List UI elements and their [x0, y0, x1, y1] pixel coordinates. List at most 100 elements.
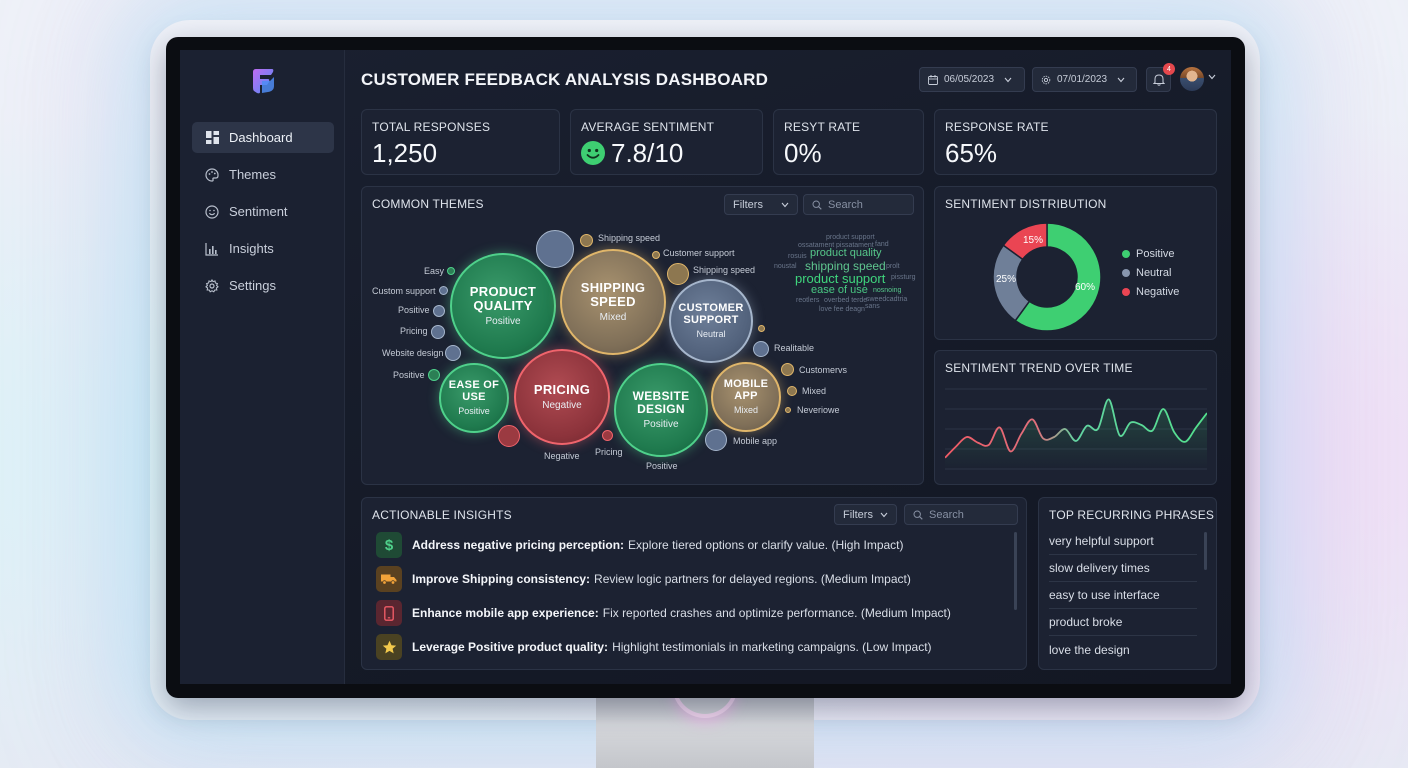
bubble-sentiment: Positive [643, 418, 679, 430]
theme-label: Customervs [799, 365, 848, 375]
word-cloud-term: sweedcadtria [866, 296, 908, 303]
insight-text: Review logic partners for delayed region… [594, 572, 911, 586]
gear-icon [1041, 75, 1051, 84]
themes-search-input[interactable]: Search [803, 194, 914, 215]
phrases-scrollbar[interactable] [1204, 532, 1207, 570]
panel-title: ACTIONABLE INSIGHTS [372, 508, 512, 522]
trend-area [945, 399, 1207, 469]
filters-label: Filters [733, 198, 763, 211]
page-title: CUSTOMER FEEDBACK ANALYSIS DASHBOARD [361, 70, 769, 89]
theme-dot[interactable] [498, 425, 520, 447]
chevron-down-icon [1004, 77, 1012, 82]
insight-text: Highlight testimonials in marketing camp… [612, 640, 932, 654]
sentiment-donut-chart [992, 222, 1102, 332]
bubble-title: SHIPPING [580, 279, 646, 295]
word-cloud-term: shipping speed [805, 259, 886, 273]
bubble-sentiment: Neutral [696, 329, 726, 340]
theme-label: Positive [393, 370, 425, 380]
insight-text: Explore tiered options or clarify value.… [628, 538, 904, 552]
filters-label: Filters [843, 508, 873, 521]
bubble-title: EASE OF [448, 378, 500, 391]
bubble-title: DESIGN [637, 402, 685, 416]
theme-bubble-customer-support[interactable]: CUSTOMER SUPPORT Neutral [669, 279, 753, 363]
theme-bubble-shipping-speed[interactable]: SHIPPING SPEED Mixed [560, 249, 666, 355]
theme-label: Custom support [372, 286, 436, 296]
insight-row[interactable]: $ Address negative pricing perception: Ex… [376, 532, 904, 558]
insight-row[interactable]: Leverage Positive product quality: Highli… [376, 634, 932, 660]
theme-dot[interactable] [439, 286, 448, 295]
theme-dot[interactable] [652, 251, 660, 259]
legend-item-neutral: Neutral [1122, 267, 1171, 279]
theme-bubble-product-quality[interactable]: PRODUCT QUALITY Positive [450, 253, 556, 359]
common-themes-panel: COMMON THEMES Filters Search PRODUCT QUA… [361, 186, 924, 485]
sidebar-item-insights[interactable]: Insights [192, 233, 334, 264]
theme-dot[interactable] [785, 407, 791, 413]
theme-dot[interactable] [705, 429, 727, 451]
theme-bubble-ease-of-use[interactable]: EASE OF USE Positive [439, 363, 509, 433]
dollar-icon: $ [376, 532, 402, 558]
insights-search-input[interactable]: Search [904, 504, 1018, 525]
insights-filters-dropdown[interactable]: Filters [834, 504, 897, 525]
avatar[interactable] [1180, 67, 1204, 91]
insight-row[interactable]: Improve Shipping consistency: Review logi… [376, 566, 911, 592]
sidebar-item-themes[interactable]: Themes [192, 159, 334, 190]
app-logo-icon[interactable] [248, 66, 278, 96]
donut-slice-negative[interactable] [1002, 222, 1048, 261]
phrase-item[interactable]: product broke [1049, 609, 1197, 636]
theme-dot[interactable] [433, 305, 445, 317]
theme-dot[interactable] [428, 369, 440, 381]
insights-scrollbar[interactable] [1014, 532, 1017, 610]
theme-dot[interactable] [447, 267, 455, 275]
sentiment-distribution-panel: SENTIMENT DISTRIBUTION 15% 25% 60% Posit… [934, 186, 1217, 340]
trend-line[interactable] [945, 398, 1207, 459]
theme-dot[interactable] [431, 325, 445, 339]
donut-label-neutral: 25% [996, 274, 1017, 285]
smiley-icon [581, 141, 605, 165]
donut-slice-positive[interactable] [1014, 222, 1102, 332]
phrase-item[interactable]: love the design [1049, 642, 1130, 657]
notifications-button[interactable]: 4 [1146, 63, 1175, 92]
theme-dot[interactable] [753, 341, 769, 357]
chevron-down-icon[interactable] [1208, 74, 1216, 80]
theme-dot[interactable] [602, 430, 613, 441]
theme-dot[interactable] [781, 363, 794, 376]
word-cloud-term: noustal [774, 263, 797, 270]
theme-label: Shipping speed [598, 233, 661, 243]
notification-badge: 4 [1163, 63, 1175, 75]
smiley-icon [204, 204, 220, 220]
sidebar-item-sentiment[interactable]: Sentiment [192, 196, 334, 227]
word-cloud-term: product support [795, 271, 886, 286]
theme-dot[interactable] [445, 345, 461, 361]
theme-dot[interactable] [580, 234, 593, 247]
bubble-title: PRICING [533, 381, 591, 397]
theme-bubble-mobile-app[interactable]: MOBILE APP Mixed [711, 362, 781, 432]
insight-row[interactable]: Enhance mobile app experience: Fix report… [376, 600, 951, 626]
stat-card-resyt-rate: RESYT RATE 0% [773, 109, 924, 175]
stat-value: 1,250 [372, 138, 438, 168]
theme-dot[interactable] [758, 325, 765, 332]
word-cloud-term: love fee deagn [819, 306, 865, 313]
top-phrases-panel: TOP RECURRING PHRASES very helpful suppo… [1038, 497, 1217, 670]
phrase-item[interactable]: slow delivery times [1049, 555, 1197, 582]
theme-bubble-pricing[interactable]: PRICING Negative [514, 349, 610, 445]
theme-label: Pricing [595, 447, 623, 457]
sidebar-item-dashboard[interactable]: Dashboard [192, 122, 334, 153]
theme-label: Realitable [774, 343, 815, 353]
phrase-item[interactable]: easy to use interface [1049, 582, 1197, 609]
end-date-picker[interactable]: 07/01/2023 [1032, 67, 1137, 92]
sidebar-item-settings[interactable]: Settings [192, 270, 334, 301]
theme-dot[interactable] [536, 230, 574, 268]
bubble-sentiment: Positive [458, 406, 490, 417]
theme-label: Easy [424, 266, 445, 276]
theme-bubble-website-design[interactable]: WEBSITE DESIGN Positive [614, 363, 708, 457]
sidebar-item-label: Dashboard [229, 130, 293, 145]
themes-filters-dropdown[interactable]: Filters [724, 194, 798, 215]
theme-dot[interactable] [667, 263, 689, 285]
sentiment-trend-panel: SENTIMENT TREND OVER TIME [934, 350, 1217, 485]
phrase-item[interactable]: very helpful support [1049, 528, 1197, 555]
start-date-picker[interactable]: 06/05/2023 [919, 67, 1025, 92]
insight-title: Leverage Positive product quality: [412, 640, 609, 654]
sidebar-item-label: Themes [229, 167, 276, 182]
search-icon [913, 509, 923, 520]
theme-dot[interactable] [787, 386, 797, 396]
